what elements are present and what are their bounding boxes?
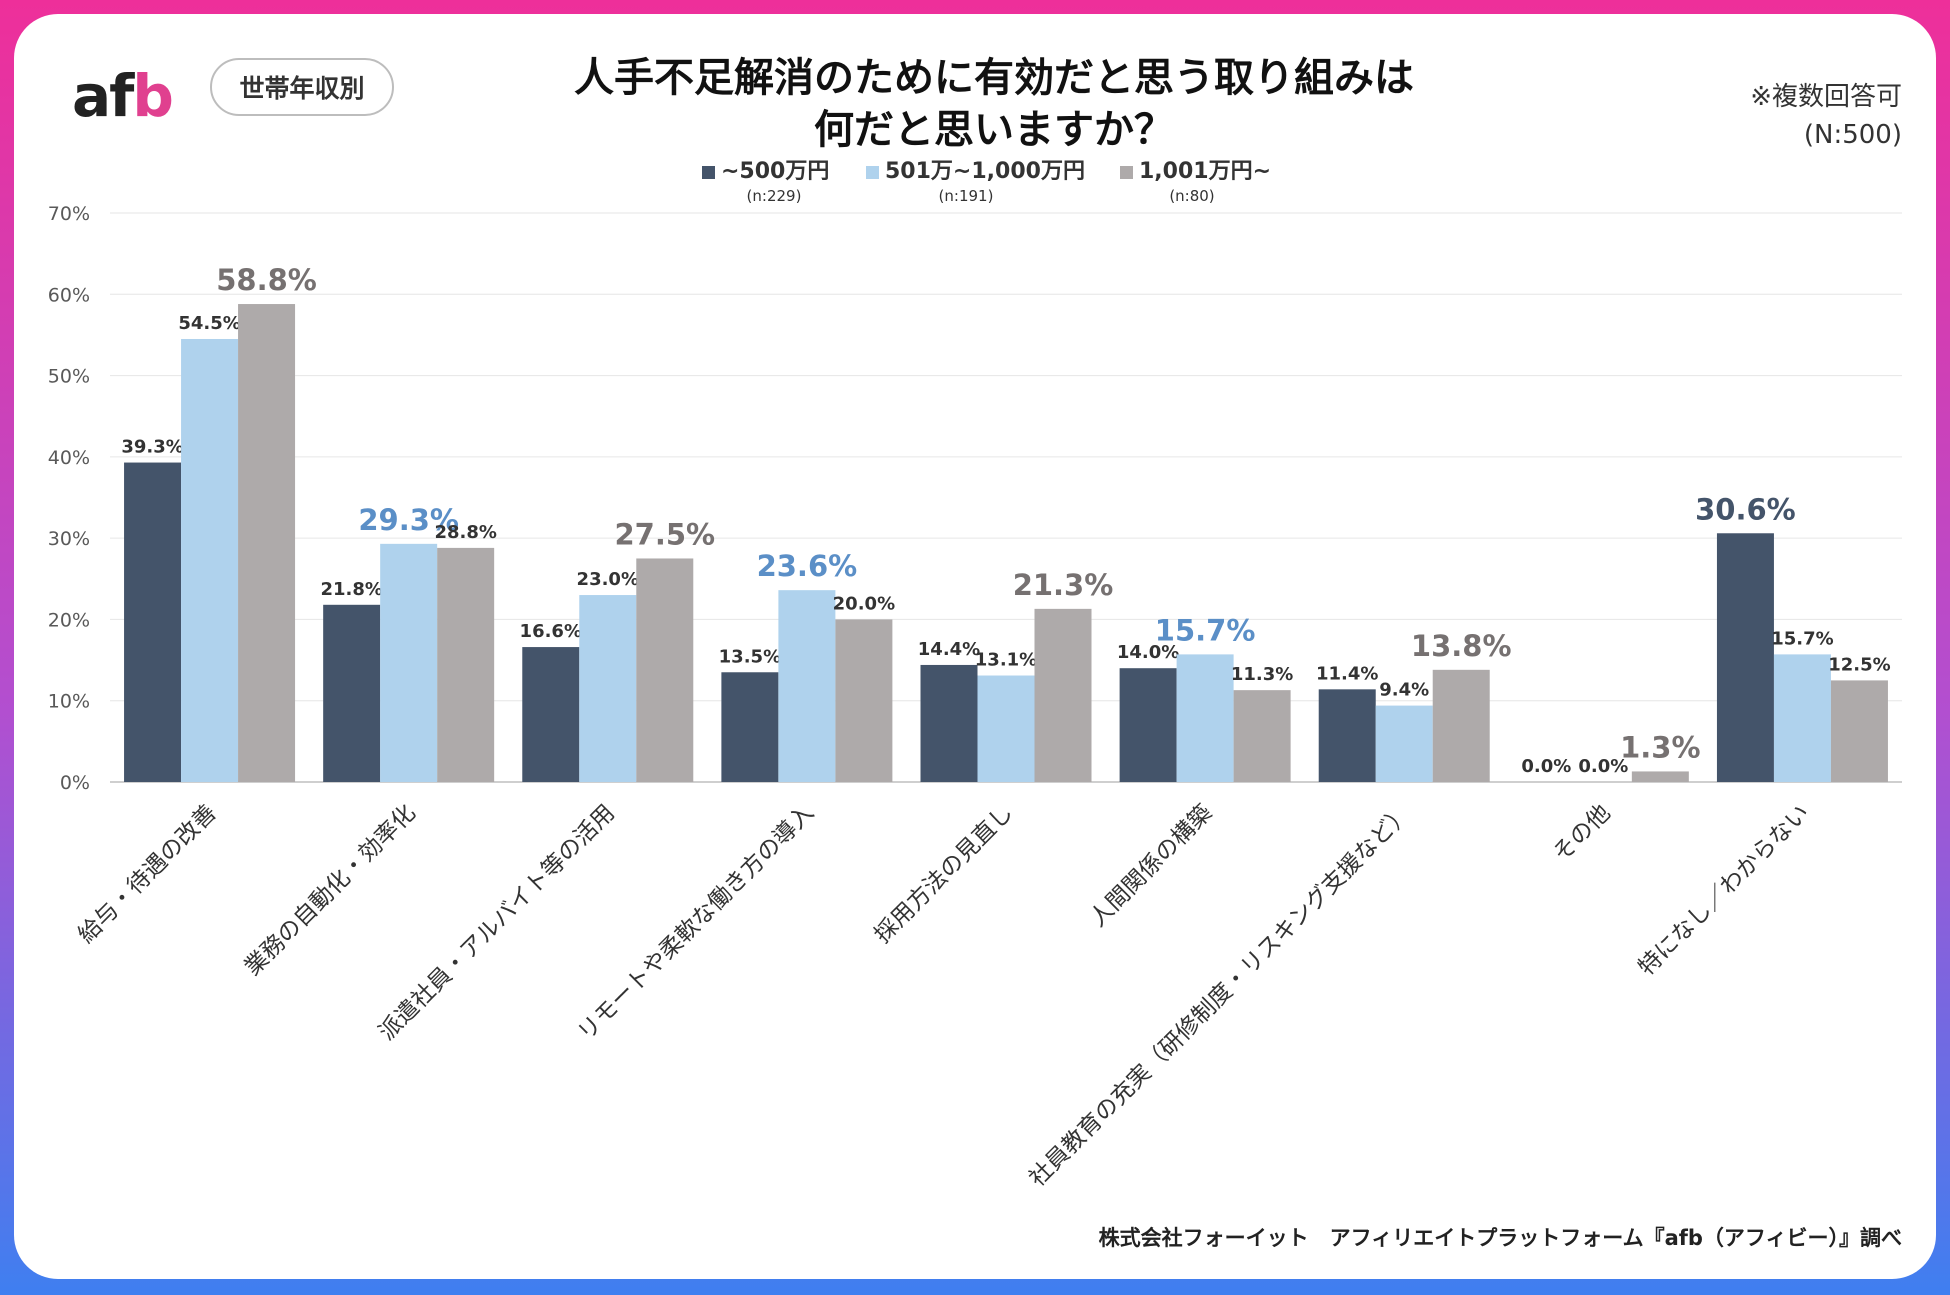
data-label: 13.8% <box>1411 629 1512 663</box>
bar <box>920 664 978 782</box>
data-label: 11.4% <box>1316 663 1378 684</box>
bar <box>835 619 893 782</box>
data-label: 21.8% <box>320 579 382 600</box>
bar <box>1034 608 1092 782</box>
legend-swatch <box>702 166 715 179</box>
bar <box>1318 689 1376 782</box>
y-tick-label: 30% <box>48 528 90 550</box>
bar <box>437 547 495 782</box>
bar <box>721 672 779 782</box>
bar <box>323 604 381 782</box>
legend-sample-size: (n:191) <box>939 187 994 205</box>
bar <box>778 590 836 782</box>
bar-chart: 0% 10% 20% 30% 40% 50% 60% 70% ~500万円 (n:229) 501万… <box>48 159 1902 1192</box>
category-label: 業務の自動化・効率化 <box>240 800 421 981</box>
data-label: 58.8% <box>216 263 317 297</box>
logo-accent-text: b <box>132 62 174 130</box>
bar <box>636 558 694 782</box>
bar <box>579 595 637 782</box>
multiple-answer-note: ※複数回答可 <box>1750 82 1902 112</box>
chart-title-line2: 何だと思いますか？ <box>814 107 1174 153</box>
data-label: 1.3% <box>1620 730 1700 764</box>
bar <box>238 304 296 782</box>
data-label: 27.5% <box>614 517 715 551</box>
data-label: 23.6% <box>757 549 858 583</box>
data-label: 23.0% <box>577 569 639 590</box>
y-tick-label: 0% <box>60 772 90 794</box>
data-label: 11.3% <box>1231 664 1293 685</box>
category-label: リモートや柔軟な働き方の導入 <box>573 800 819 1046</box>
legend-swatch <box>1120 166 1133 179</box>
category-label: 人間関係の構築 <box>1085 800 1217 932</box>
category-label: その他 <box>1548 800 1615 867</box>
source-credit: 株式会社フォーイット アフィリエイトプラットフォーム『afb（アフィビー）』調べ <box>1098 1226 1902 1250</box>
category-label: 採用方法の見直し <box>870 800 1018 948</box>
chart-card: afb 世帯年収別 人手不足解消のために有効だと思う取り組みは 何だと思いますか… <box>14 14 1936 1279</box>
bar <box>124 462 182 782</box>
bar <box>181 338 239 782</box>
legend-swatch <box>866 166 879 179</box>
data-label: 14.0% <box>1117 642 1179 663</box>
legend-sample-size: (n:229) <box>747 187 802 205</box>
bar <box>1432 669 1490 782</box>
legend-sample-size: (n:80) <box>1169 187 1214 205</box>
bar <box>1233 690 1291 782</box>
bar <box>977 675 1035 782</box>
data-label: 0.0% <box>1578 756 1628 777</box>
data-label: 14.4% <box>918 639 980 660</box>
data-label: 39.3% <box>121 437 183 458</box>
bar <box>1631 771 1689 782</box>
category-label: 特になし／わからない <box>1634 800 1815 981</box>
y-tick-label: 60% <box>48 284 90 306</box>
bar <box>1773 654 1831 782</box>
bar <box>1716 533 1774 782</box>
data-label: 29.3% <box>358 503 459 537</box>
data-label: 54.5% <box>178 313 240 334</box>
y-tick-label: 20% <box>48 609 90 631</box>
bar <box>1119 668 1177 782</box>
bar <box>1176 654 1234 782</box>
bar <box>1830 680 1888 782</box>
data-label: 16.6% <box>520 621 582 642</box>
data-label: 20.0% <box>833 593 895 614</box>
bar <box>1375 705 1433 782</box>
y-tick-label: 50% <box>48 366 90 388</box>
legend-label: 501万~1,000万円 <box>885 159 1085 184</box>
data-label: 13.1% <box>975 650 1037 671</box>
legend-label: 1,001万円~ <box>1139 159 1271 184</box>
category-label: 給与・待遇の改善 <box>73 800 221 948</box>
logo-main-text: af <box>72 62 134 130</box>
chart-title: 人手不足解消のために有効だと思う取り組みは 何だと思いますか？ <box>394 52 1594 156</box>
y-tick-label: 70% <box>48 203 90 225</box>
afb-logo: afb <box>72 62 174 130</box>
data-label: 28.8% <box>434 522 496 543</box>
data-label: 0.0% <box>1521 756 1571 777</box>
chart-title-line1: 人手不足解消のために有効だと思う取り組みは <box>574 55 1414 101</box>
legend-label: ~500万円 <box>721 159 829 184</box>
y-tick-label: 10% <box>48 691 90 713</box>
category-label: 派遣社員・アルバイト等の活用 <box>374 800 620 1046</box>
data-label: 15.7% <box>1771 628 1833 649</box>
bar <box>380 543 438 782</box>
category-tag: 世帯年収別 <box>210 58 394 116</box>
data-label: 21.3% <box>1013 568 1114 602</box>
data-label: 15.7% <box>1155 613 1256 647</box>
data-label: 12.5% <box>1828 654 1890 675</box>
bar <box>522 647 580 782</box>
category-label: 社員教育の充実（研修制度・リスキング支援など） <box>1025 800 1417 1192</box>
y-tick-label: 40% <box>48 447 90 469</box>
data-label: 13.5% <box>719 646 781 667</box>
data-label: 9.4% <box>1379 680 1429 701</box>
data-label: 30.6% <box>1695 492 1796 526</box>
sample-size-note: (N:500) <box>1803 120 1902 150</box>
